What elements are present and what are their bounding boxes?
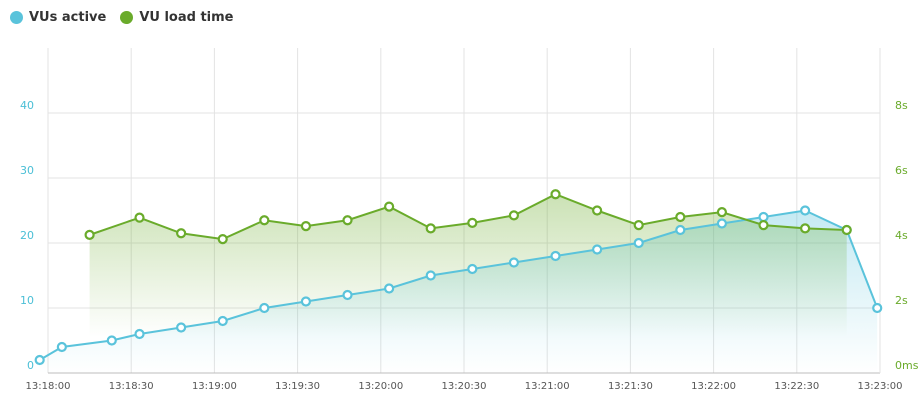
data-point-vu-load-time — [467, 217, 478, 228]
series-points — [34, 189, 883, 366]
chart-legend: VUs active VU load time — [10, 10, 234, 25]
data-point-vu-load-time — [592, 205, 603, 216]
data-point-vu-load-time — [84, 229, 95, 240]
data-point-vu-load-time — [716, 207, 728, 218]
data-point-vus-active — [508, 257, 520, 268]
y-right-tick-label: 2s — [895, 294, 908, 307]
area-fill-vu-load-time — [89, 194, 847, 338]
legend-label-vu-load-time: VU load time — [139, 10, 234, 25]
y-right-tick-label: 8s — [895, 99, 908, 112]
data-point-vus-active — [176, 322, 187, 333]
legend-swatch-vus-active — [10, 11, 23, 24]
y-left-tick-label: 10 — [20, 294, 34, 307]
data-point-vu-load-time — [550, 189, 561, 200]
x-tick-label: 13:21:00 — [525, 381, 570, 392]
data-point-vu-load-time — [508, 210, 520, 221]
y-left-tick-label: 20 — [20, 229, 34, 242]
x-tick-label: 13:20:30 — [442, 381, 487, 392]
data-point-vus-active — [800, 205, 811, 216]
data-point-vus-active — [259, 302, 270, 314]
data-point-vu-load-time — [800, 223, 811, 234]
x-tick-label: 13:19:00 — [192, 381, 237, 392]
legend-item-vu-load-time[interactable]: VU load time — [120, 10, 234, 25]
x-tick-label: 13:21:30 — [608, 381, 653, 392]
data-point-vu-load-time — [675, 211, 686, 223]
data-point-vus-active — [342, 289, 353, 301]
x-tick-label: 13:19:30 — [275, 381, 320, 392]
series-line-vus-active — [39, 209, 879, 361]
legend-swatch-vu-load-time — [120, 11, 134, 24]
legend-label-vus-active: VUs active — [29, 10, 107, 25]
x-tick-label: 13:18:30 — [109, 381, 154, 392]
data-point-vu-load-time — [300, 221, 312, 232]
data-point-vus-active — [592, 244, 603, 255]
data-point-vus-active — [425, 270, 436, 281]
x-tick-label: 13:23:00 — [858, 381, 903, 392]
y-left-tick-label: 0 — [27, 359, 34, 372]
data-point-vus-active — [758, 211, 769, 223]
data-point-vus-active — [217, 315, 228, 327]
data-point-vus-active — [56, 341, 67, 353]
data-point-vus-active — [134, 328, 145, 340]
axes: 13:18:00 13:18:30 13:19:00 13:19:30 13:20:00… — [20, 99, 919, 392]
x-tick-label: 13:22:00 — [691, 381, 736, 392]
data-point-vu-load-time — [425, 223, 436, 234]
data-point-vus-active — [300, 296, 312, 307]
data-point-vu-load-time — [342, 215, 353, 226]
data-point-vu-load-time — [176, 228, 187, 239]
data-point-vus-active — [675, 224, 686, 236]
area-fills — [39, 194, 878, 373]
y-left-tick-label: 40 — [20, 99, 34, 112]
data-point-vu-load-time — [633, 220, 644, 231]
data-point-vus-active — [633, 237, 644, 249]
data-point-vus-active — [872, 302, 883, 314]
y-right-tick-label: 6s — [895, 164, 908, 177]
data-point-vus-active — [384, 283, 395, 294]
data-point-vu-load-time — [758, 220, 769, 231]
y-right-tick-label: 4s — [895, 229, 908, 242]
x-tick-label: 13:18:00 — [26, 381, 71, 392]
data-point-vu-load-time — [841, 224, 852, 236]
data-point-vu-load-time — [217, 234, 228, 245]
x-tick-label: 13:20:00 — [358, 381, 403, 392]
data-point-vus-active — [106, 335, 117, 346]
data-point-vus-active — [550, 250, 561, 262]
data-point-vu-load-time — [134, 212, 145, 223]
legend-item-vus-active[interactable]: VUs active — [10, 10, 106, 25]
x-tick-label: 13:22:30 — [774, 381, 819, 392]
data-point-vu-load-time — [384, 201, 395, 212]
data-point-vus-active — [716, 218, 728, 229]
data-point-vu-load-time — [259, 215, 270, 226]
y-left-tick-label: 30 — [20, 164, 34, 177]
data-point-vus-active — [34, 354, 45, 366]
data-point-vus-active — [467, 263, 478, 275]
y-right-tick-label: 0ms — [895, 359, 919, 372]
